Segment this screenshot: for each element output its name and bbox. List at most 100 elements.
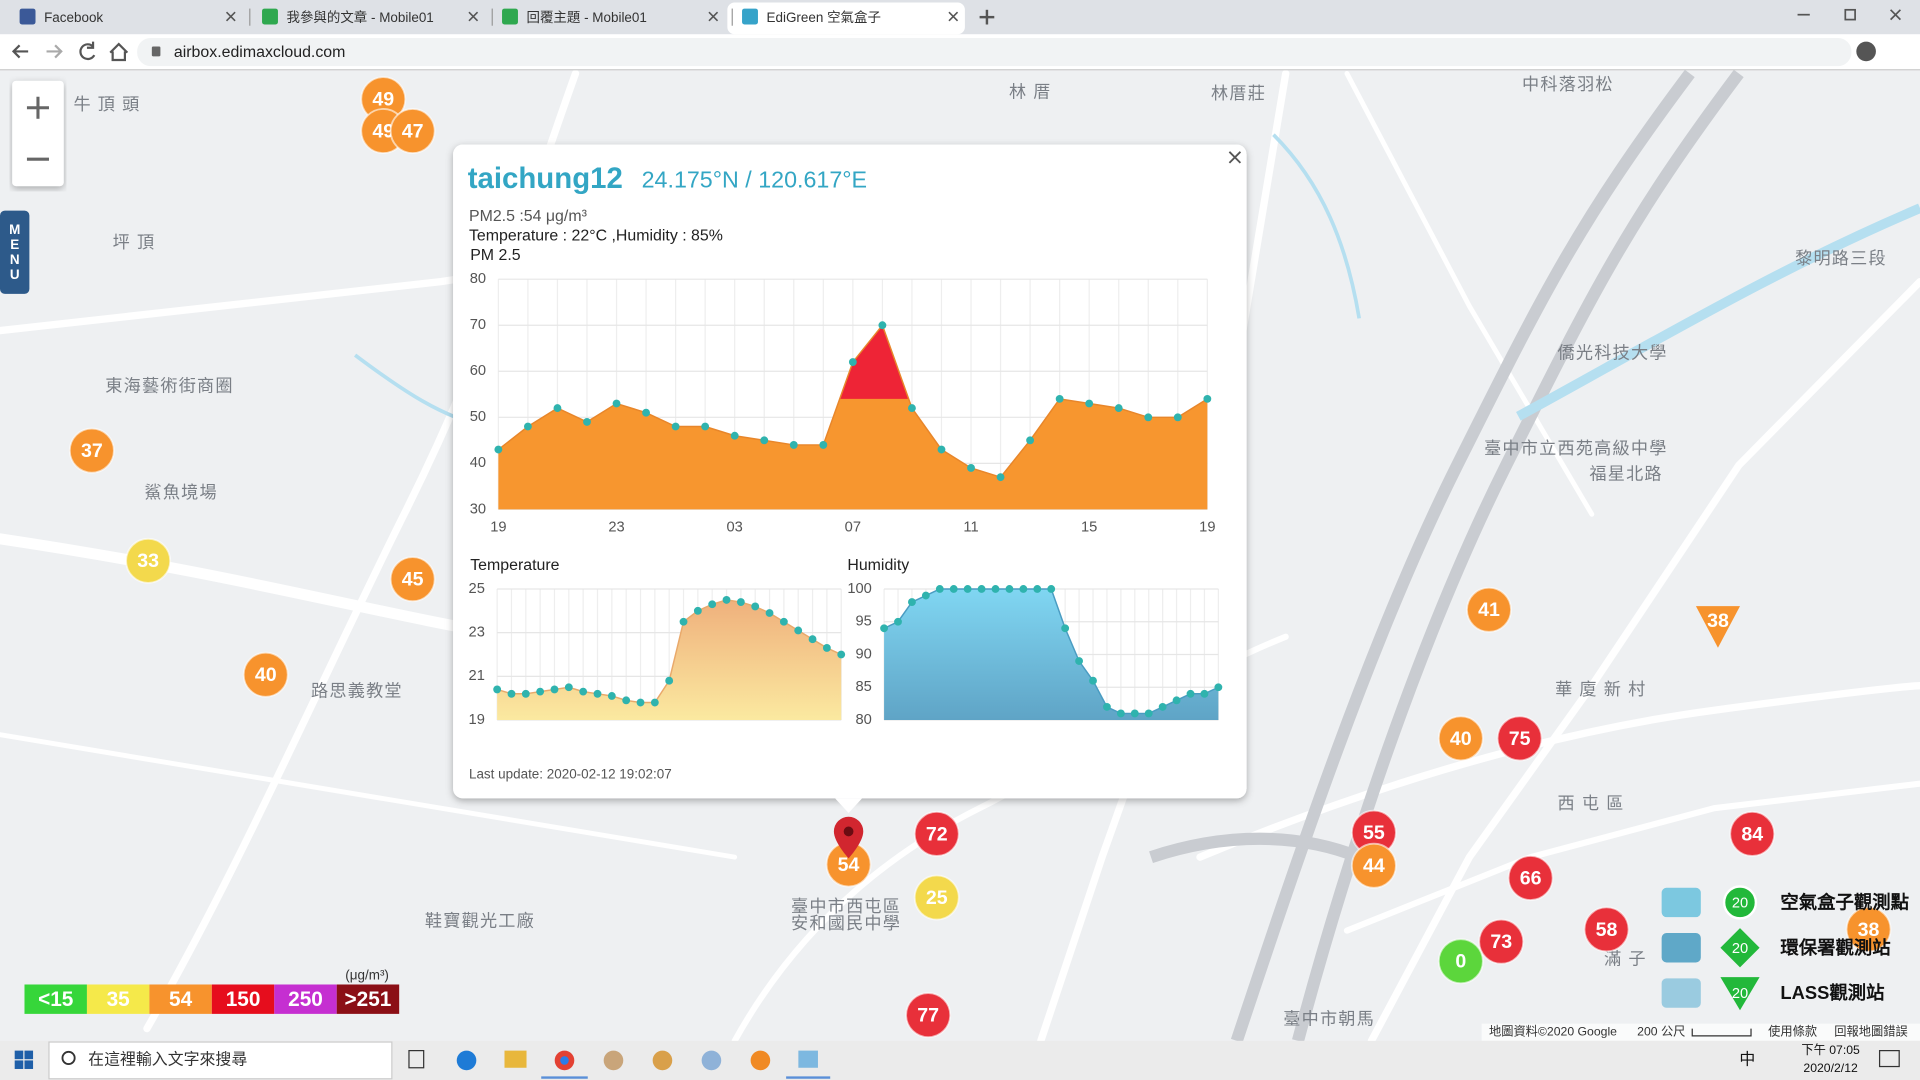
marker[interactable]: [68, 427, 115, 474]
point: [583, 417, 591, 426]
place-label: 中科落羽松: [1522, 74, 1614, 94]
marker[interactable]: [1729, 810, 1776, 857]
marker[interactable]: [1466, 586, 1512, 633]
start-button[interactable]: [14, 1050, 34, 1069]
point: [521, 689, 530, 698]
taskbar-apps[interactable]: [408, 1050, 831, 1079]
station-label[interactable]: LASS觀測站: [1780, 982, 1884, 1003]
point: [779, 617, 788, 626]
tab-title[interactable]: 我參與的文章 - Mobile01: [287, 9, 434, 25]
level-swatch: [274, 984, 337, 1014]
clock-date[interactable]: 2020/2/12: [1803, 1061, 1858, 1075]
marker[interactable]: [242, 651, 289, 698]
profile[interactable]: [1856, 41, 1876, 62]
selected-pin[interactable]: [833, 816, 864, 859]
nav-icons[interactable]: [11, 41, 129, 62]
point: [553, 404, 562, 413]
popup-close[interactable]: [1228, 151, 1242, 164]
station-badge: [1720, 977, 1760, 1011]
area: [497, 599, 842, 720]
omnibox[interactable]: [137, 37, 1852, 67]
marker[interactable]: [389, 556, 436, 603]
roads: [0, 69, 1920, 1045]
window-controls[interactable]: [1797, 8, 1902, 21]
point: [878, 321, 887, 330]
place-label: 臺中市西屯區: [791, 896, 901, 916]
marker[interactable]: [1496, 715, 1543, 762]
ime[interactable]: 中: [1739, 1051, 1755, 1069]
marker-value: 54: [838, 854, 860, 876]
tab-icon: [742, 8, 758, 25]
tab-close[interactable]: [225, 11, 236, 22]
station-label[interactable]: 空氣盒子觀測點: [1780, 892, 1909, 913]
tab-title[interactable]: Facebook: [44, 10, 103, 25]
marker[interactable]: [1583, 906, 1630, 953]
marker[interactable]: [913, 810, 960, 857]
clock-time[interactable]: 下午 07:05: [1801, 1043, 1860, 1057]
station-badge: [1722, 885, 1758, 920]
menu-button[interactable]: [0, 210, 30, 294]
point: [701, 422, 710, 431]
zoom-in[interactable]: [26, 96, 49, 119]
point: [1089, 676, 1097, 685]
point: [808, 635, 817, 644]
marker-value: 72: [926, 823, 948, 845]
marker-value: 37: [81, 440, 103, 462]
marker[interactable]: [389, 108, 436, 154]
station-label[interactable]: 環保署觀測站: [1780, 937, 1890, 958]
notifications[interactable]: [1878, 1050, 1900, 1068]
marker[interactable]: [1478, 918, 1525, 965]
x-tick-label: 15: [1081, 520, 1097, 536]
marker[interactable]: [1350, 842, 1397, 889]
marker[interactable]: [1437, 938, 1484, 985]
marker[interactable]: [913, 874, 960, 921]
tab-title[interactable]: 回覆主題 - Mobile01: [527, 10, 647, 25]
level-swatch: [149, 984, 212, 1014]
y-tick-label: 100: [847, 581, 872, 597]
search-box[interactable]: [48, 1041, 393, 1080]
search-icon: [61, 1050, 76, 1065]
y-tick-label: 25: [469, 581, 485, 597]
search-placeholder[interactable]: 在這裡輸入文字來搜尋: [88, 1051, 247, 1069]
y-tick-label: 95: [855, 614, 871, 630]
marker[interactable]: [125, 537, 172, 584]
tab-close[interactable]: [468, 11, 479, 22]
marker-value: 41: [1478, 599, 1500, 621]
chart-title: Humidity: [847, 557, 909, 574]
highways: [1149, 69, 1744, 1043]
tab-title[interactable]: EdiGreen 空氣盒子: [767, 9, 881, 25]
level-label: <15: [38, 988, 73, 1011]
terms[interactable]: 使用條款: [1768, 1023, 1817, 1038]
point: [607, 692, 616, 700]
tab-icon: [502, 8, 518, 25]
marker-value: 58: [1596, 919, 1618, 941]
station-coords: 24.175°N / 120.617°E: [642, 166, 867, 192]
place-label: 林厝莊: [1211, 83, 1266, 103]
y-tick-label: 21: [469, 668, 485, 684]
point: [1158, 702, 1167, 711]
url[interactable]: airbox.edimaxcloud.com: [174, 44, 346, 61]
marker[interactable]: [1845, 906, 1892, 953]
marker[interactable]: [1695, 606, 1740, 648]
tab-close[interactable]: [948, 11, 959, 22]
tab-close[interactable]: [708, 11, 719, 22]
point: [579, 687, 588, 696]
new-tab[interactable]: [979, 9, 995, 25]
point: [794, 626, 803, 635]
report[interactable]: 回報地圖錯誤: [1834, 1023, 1907, 1038]
point: [1116, 709, 1125, 718]
point: [550, 685, 559, 694]
attribution-bg: [1481, 1023, 1920, 1041]
marker[interactable]: [1507, 855, 1554, 901]
marker[interactable]: [905, 992, 952, 1039]
point: [819, 441, 828, 449]
point: [636, 698, 645, 707]
marker[interactable]: [1437, 715, 1484, 762]
lock-icon: [151, 46, 161, 57]
marker-value: 66: [1520, 867, 1542, 889]
marker-value: 40: [1450, 728, 1472, 750]
point: [708, 600, 717, 609]
chart-title: PM 2.5: [470, 247, 521, 264]
active-tab[interactable]: [727, 2, 965, 35]
